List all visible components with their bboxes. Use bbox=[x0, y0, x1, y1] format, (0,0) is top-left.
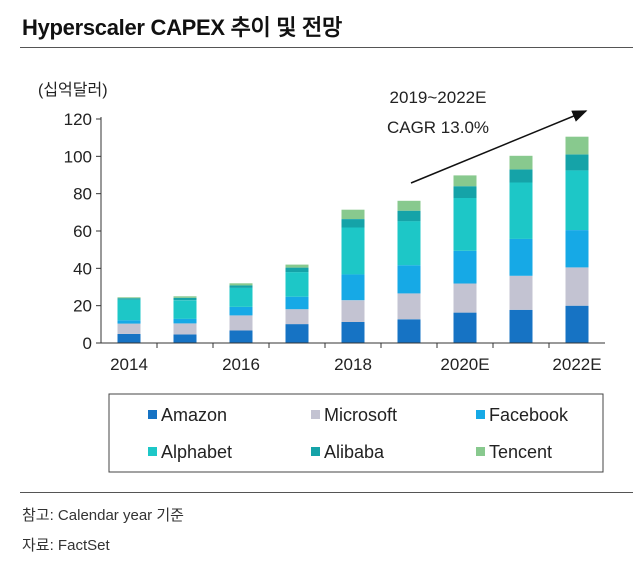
x-tick-label: 2018 bbox=[334, 355, 372, 374]
bar-segment-alibaba-2016 bbox=[229, 285, 253, 288]
bar-segment-amazon-2022e bbox=[565, 305, 589, 343]
source-note: 자료: FactSet bbox=[22, 537, 110, 554]
bar-segment-alphabet-2018 bbox=[341, 227, 365, 275]
x-tick-label: 2020E bbox=[440, 355, 489, 374]
reference-note: 참고: Calendar year 기준 bbox=[22, 507, 184, 524]
bar-segment-tencent-2015 bbox=[173, 296, 197, 298]
chart-title: Hyperscaler CAPEX 추이 및 전망 bbox=[22, 15, 342, 40]
trend-arrow bbox=[410, 110, 588, 184]
bar-segment-microsoft-2022e bbox=[565, 267, 589, 306]
legend-swatch-amazon bbox=[148, 410, 157, 419]
bar-segment-facebook-2021e bbox=[509, 238, 533, 276]
bar-segment-microsoft-2018 bbox=[341, 300, 365, 322]
bar-segment-amazon-2017 bbox=[285, 324, 309, 343]
unit-label: (십억달러) bbox=[38, 81, 108, 99]
bar-segment-amazon-2018 bbox=[341, 321, 365, 343]
bar-segment-alibaba-2015 bbox=[173, 297, 197, 301]
bar-segment-alphabet-2021e bbox=[509, 182, 533, 239]
annotation-period: 2019~2022E bbox=[390, 88, 487, 107]
bar-segment-alibaba-2020e bbox=[453, 186, 477, 198]
x-tick-label: 2022E bbox=[552, 355, 601, 374]
bar-segment-amazon-2016 bbox=[229, 330, 253, 343]
annotation-cagr: CAGR 13.0% bbox=[387, 118, 489, 137]
bar-segment-alibaba-2019 bbox=[397, 210, 421, 222]
bar-segment-facebook-2014 bbox=[117, 320, 141, 324]
y-tick-label: 60 bbox=[73, 222, 92, 241]
bar-segment-facebook-2018 bbox=[341, 274, 365, 301]
legend-label-tencent: Tencent bbox=[489, 442, 552, 462]
title-divider bbox=[20, 47, 633, 48]
legend-swatch-tencent bbox=[476, 447, 485, 456]
bar-segment-tencent-2019 bbox=[397, 200, 421, 211]
bar-segment-amazon-2019 bbox=[397, 319, 421, 343]
legend-box bbox=[108, 393, 604, 473]
bar-segment-microsoft-2020e bbox=[453, 283, 477, 313]
bar-segment-tencent-2021e bbox=[509, 155, 533, 170]
bar-segment-alibaba-2018 bbox=[341, 219, 365, 228]
bar-segment-tencent-2014 bbox=[117, 297, 141, 299]
bar-segment-facebook-2016 bbox=[229, 307, 253, 316]
bar-segment-alibaba-2022e bbox=[565, 154, 589, 171]
bar-segment-microsoft-2021e bbox=[509, 275, 533, 310]
y-tick-label: 40 bbox=[73, 259, 92, 278]
legend-swatch-alibaba bbox=[311, 447, 320, 456]
notes-divider bbox=[20, 492, 633, 493]
bar-segment-alphabet-2022e bbox=[565, 170, 589, 230]
legend-label-alphabet: Alphabet bbox=[161, 442, 232, 462]
bar-segment-alibaba-2014 bbox=[117, 298, 141, 300]
bar-segment-tencent-2017 bbox=[285, 264, 309, 268]
bar-segment-alphabet-2016 bbox=[229, 287, 253, 307]
bar-segment-tencent-2020e bbox=[453, 175, 477, 187]
bar-segment-alphabet-2020e bbox=[453, 198, 477, 251]
legend-label-alibaba: Alibaba bbox=[324, 442, 385, 462]
bar-segment-facebook-2017 bbox=[285, 296, 309, 310]
bar-segment-alibaba-2021e bbox=[509, 169, 533, 183]
bar-segment-alphabet-2019 bbox=[397, 221, 421, 266]
bar-segment-amazon-2015 bbox=[173, 334, 197, 343]
legend-layer: Amazon Microsoft Facebook Alphabet Alibaba Te… bbox=[108, 393, 604, 473]
bar-segment-facebook-2022e bbox=[565, 230, 589, 268]
bar-segment-microsoft-2015 bbox=[173, 323, 197, 335]
bar-segment-tencent-2018 bbox=[341, 209, 365, 219]
bar-segment-alibaba-2017 bbox=[285, 267, 309, 273]
bar-segment-facebook-2020e bbox=[453, 250, 477, 284]
bar-segment-amazon-2020e bbox=[453, 312, 477, 343]
legend-label-amazon: Amazon bbox=[161, 405, 227, 425]
legend-swatch-facebook bbox=[476, 410, 485, 419]
bar-segment-facebook-2015 bbox=[173, 318, 197, 324]
y-tick-label: 80 bbox=[73, 185, 92, 204]
y-tick-label: 0 bbox=[83, 334, 92, 353]
axes-layer: (십억달러) 0 20 40 60 80 100 120 2014 2016 2018 2020E 20… bbox=[38, 81, 605, 374]
bars-layer bbox=[117, 136, 589, 343]
legend-swatch-alphabet bbox=[148, 447, 157, 456]
bar-segment-amazon-2021e bbox=[509, 309, 533, 343]
bar-segment-facebook-2019 bbox=[397, 265, 421, 294]
y-tick-label: 100 bbox=[64, 147, 92, 166]
bar-segment-microsoft-2019 bbox=[397, 293, 421, 320]
bar-segment-alphabet-2015 bbox=[173, 300, 197, 319]
bar-segment-microsoft-2017 bbox=[285, 309, 309, 325]
stacked-bar-chart: (십억달러) 0 20 40 60 80 100 120 2014 2016 2018 2020E 20… bbox=[38, 81, 605, 473]
legend-label-microsoft: Microsoft bbox=[324, 405, 397, 425]
bar-segment-tencent-2016 bbox=[229, 283, 253, 286]
bar-segment-tencent-2022e bbox=[565, 136, 589, 155]
bar-segment-microsoft-2014 bbox=[117, 323, 141, 334]
legend-label-facebook: Facebook bbox=[489, 405, 569, 425]
bar-segment-alphabet-2014 bbox=[117, 299, 141, 321]
y-tick-label: 120 bbox=[64, 110, 92, 129]
x-tick-label: 2016 bbox=[222, 355, 260, 374]
x-tick-label: 2014 bbox=[110, 355, 148, 374]
annotation-layer: 2019~2022E CAGR 13.0% bbox=[387, 88, 588, 184]
bar-segment-amazon-2014 bbox=[117, 333, 141, 343]
bar-segment-microsoft-2016 bbox=[229, 315, 253, 331]
y-tick-label: 20 bbox=[73, 297, 92, 316]
legend-swatch-microsoft bbox=[311, 410, 320, 419]
bar-segment-alphabet-2017 bbox=[285, 272, 309, 297]
